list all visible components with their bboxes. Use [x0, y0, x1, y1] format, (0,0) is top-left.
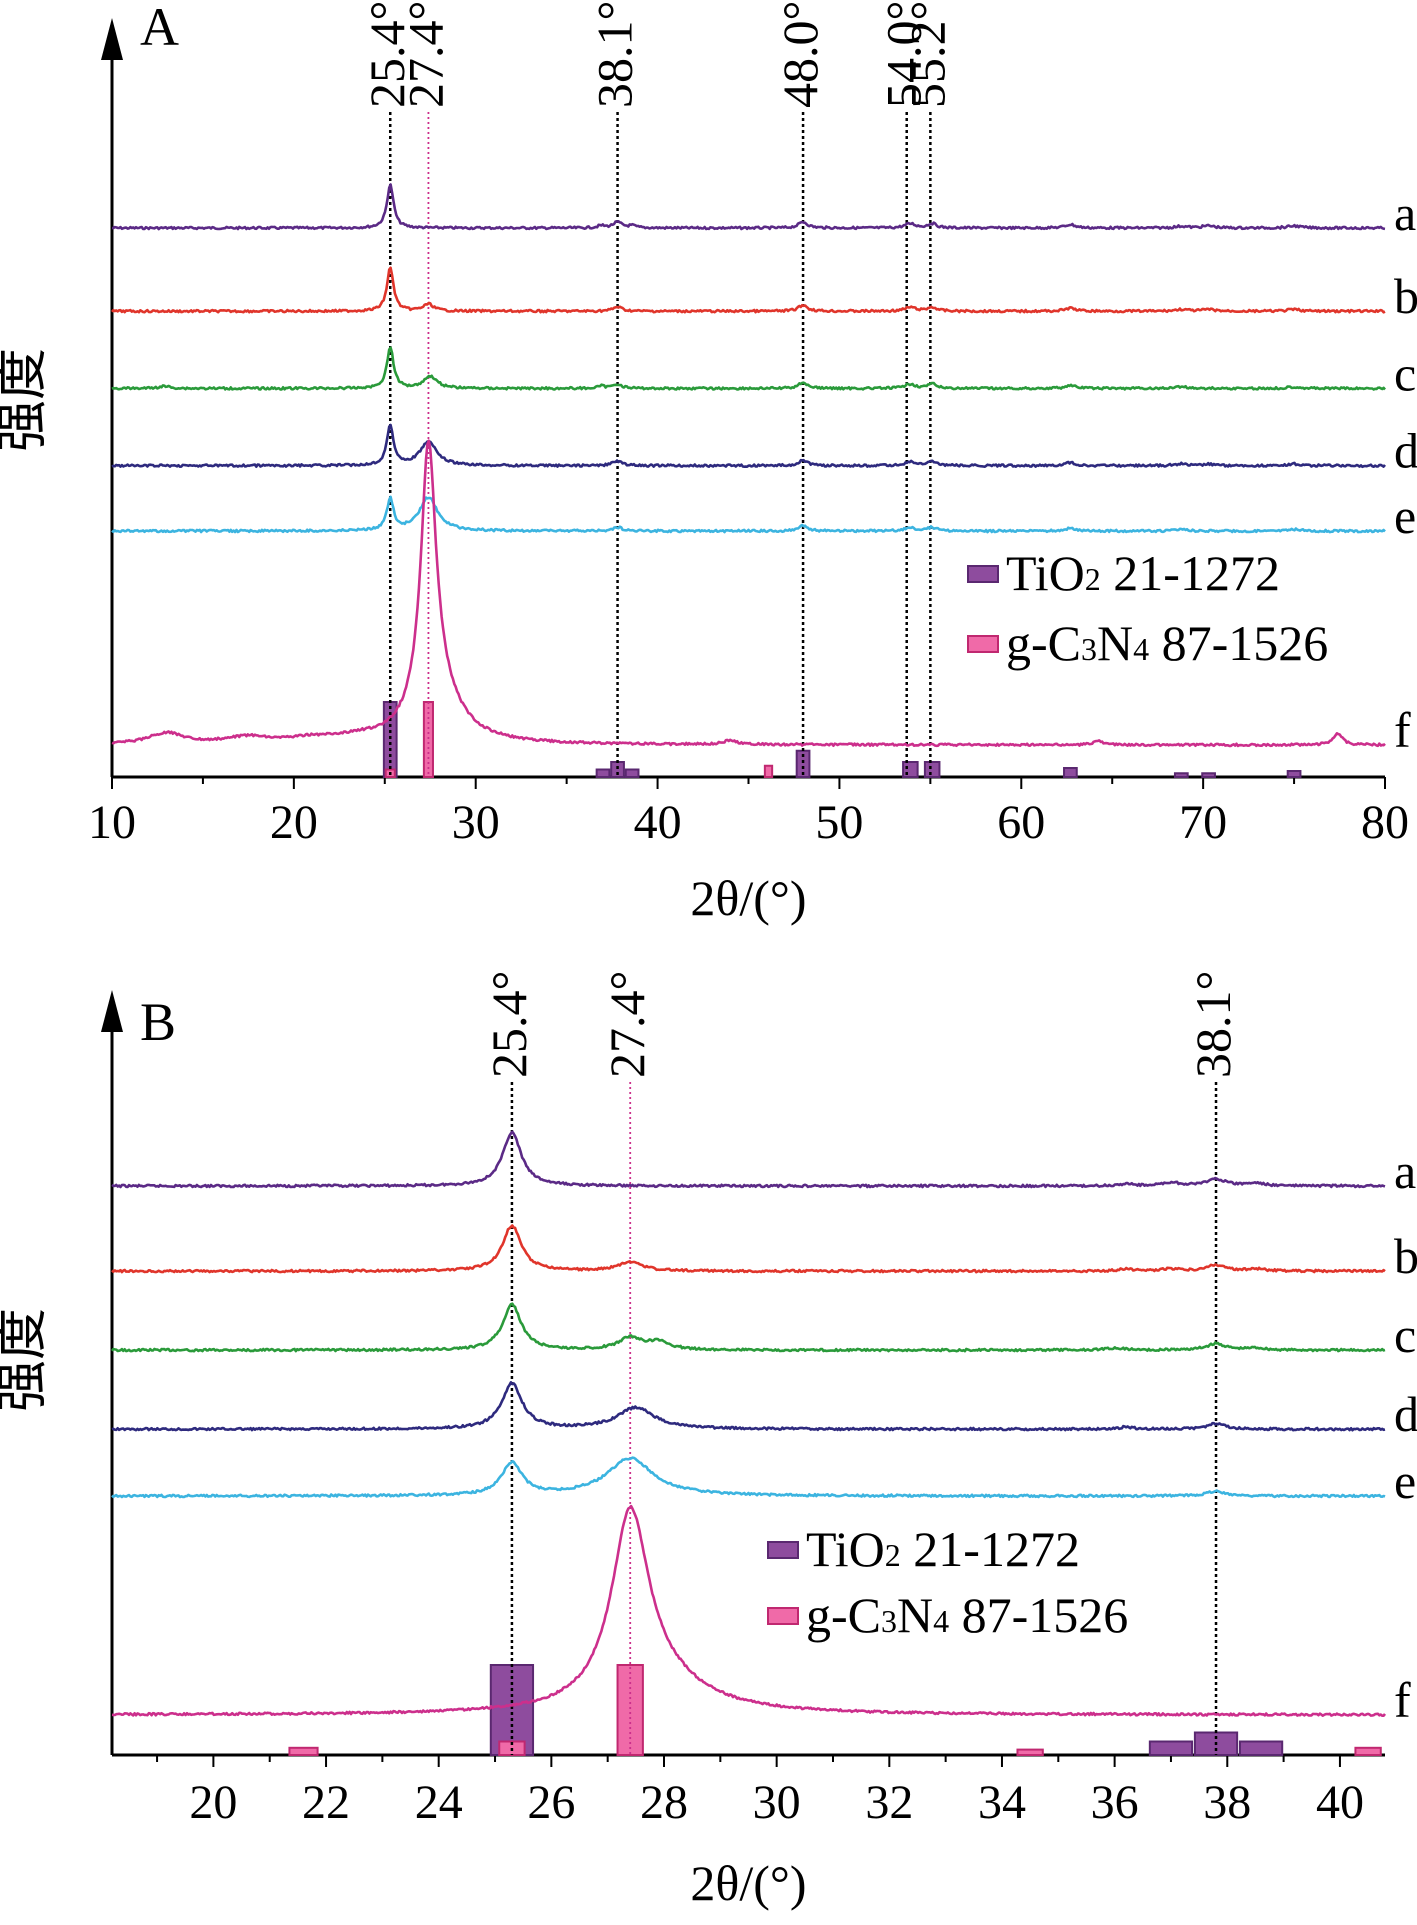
- x-tick-label: 32: [865, 1776, 913, 1829]
- series-b-line: [111, 1224, 1386, 1274]
- x-tick-label: 22: [302, 1776, 350, 1829]
- x-tick-label: 20: [189, 1776, 237, 1829]
- series-d-line: [111, 1381, 1386, 1432]
- ref-bar-gcn: [288, 1746, 319, 1757]
- series-c-line: [110, 1302, 1386, 1353]
- panel-label: B: [140, 992, 176, 1052]
- ref-bar-tio2: [595, 768, 611, 778]
- series-a-line: [111, 1130, 1386, 1189]
- legend-label-tio2: TiO2 21-1272: [1006, 545, 1280, 601]
- x-tick-label: 26: [527, 1776, 575, 1829]
- series-b-label: b: [1394, 268, 1417, 324]
- peak-label: 54.0°: [876, 1, 932, 109]
- x-tick-label: 24: [415, 1776, 463, 1829]
- series-d-label: d: [1394, 1386, 1417, 1442]
- series-b-line: [111, 266, 1386, 314]
- ref-bar-tio2: [624, 768, 640, 778]
- legend: TiO2 21-1272 g-C3N4 87-1526: [767, 1521, 1128, 1643]
- x-tick-label: 38: [1203, 1776, 1251, 1829]
- ref-bar-tio2: [1238, 1740, 1284, 1756]
- series-e-label: e: [1394, 1453, 1416, 1509]
- legend-label-gcn: g-C3N4 87-1526: [1006, 615, 1328, 671]
- x-tick-label: 28: [640, 1776, 688, 1829]
- ref-bar-tio2: [1148, 1740, 1194, 1756]
- ref-bar-tio2: [902, 761, 919, 778]
- series-e-line: [111, 495, 1386, 534]
- legend-label-tio2: TiO2 21-1272: [806, 1521, 1080, 1577]
- x-tick-label: 20: [270, 796, 318, 849]
- x-tick-label: 10: [88, 796, 136, 849]
- ref-bar-tio2: [1173, 772, 1189, 778]
- x-tick-label: 60: [997, 796, 1045, 849]
- series-e-label: e: [1394, 488, 1416, 544]
- ref-bar-tio2: [1063, 767, 1078, 778]
- legend-label-gcn: g-C3N4 87-1526: [806, 1587, 1128, 1643]
- x-tick-label: 40: [634, 796, 682, 849]
- peak-label: 25.4°: [481, 971, 537, 1079]
- series-f-line: [111, 439, 1386, 748]
- x-axis-label: 2θ/(°): [690, 1855, 806, 1911]
- legend-swatch-tio2: [967, 565, 999, 583]
- panel-b: 20 22 24 26 28 30 32 34 36 38 40 2θ/(°) 强度 B 25.4° 27.4…: [0, 971, 1417, 1912]
- ref-bar-gcn: [763, 764, 774, 778]
- series-c-label: c: [1394, 345, 1416, 401]
- ref-bar-tio2: [1201, 772, 1216, 778]
- ref-bar-gcn: [616, 1664, 644, 1756]
- peak-label: 38.1°: [587, 1, 643, 109]
- series-b-label: b: [1394, 1228, 1417, 1284]
- peak-label: 25.4°: [359, 1, 415, 109]
- series-f-label: f: [1394, 1672, 1411, 1728]
- legend-swatch-gcn: [967, 635, 999, 653]
- x-tick-label: 80: [1361, 796, 1409, 849]
- series-a-label: a: [1394, 185, 1416, 241]
- series-f-line: [111, 1504, 1387, 1717]
- series-a-line: [111, 183, 1386, 231]
- ref-bar-tio2: [923, 761, 941, 778]
- x-tick-label: 40: [1316, 1776, 1364, 1829]
- series-e-line: [111, 1456, 1386, 1499]
- legend: TiO2 21-1272 g-C3N4 87-1526: [967, 545, 1328, 671]
- x-tick-label: 30: [753, 1776, 801, 1829]
- ref-bar-tio2: [1286, 770, 1302, 778]
- panel-a: 10 20 30 40 50 60 70 80 2θ/(°) 强度 A 25.4°27.4° 38.1°…: [0, 0, 1417, 926]
- panel-label: A: [140, 0, 179, 57]
- x-tick-label: 70: [1179, 796, 1227, 849]
- series-d-label: d: [1394, 423, 1417, 479]
- legend-swatch-tio2: [767, 1541, 799, 1559]
- peak-label: 38.1°: [1185, 971, 1241, 1079]
- series-c-line: [111, 346, 1386, 391]
- series-a-label: a: [1394, 1143, 1416, 1199]
- series-d-line: [111, 423, 1387, 469]
- peak-label: 55.2°: [899, 1, 955, 109]
- ref-bar-gcn: [1354, 1746, 1382, 1757]
- ref-bar-tio2: [489, 1664, 535, 1756]
- series-c-label: c: [1394, 1307, 1416, 1363]
- y-axis-label: 强度: [0, 348, 52, 452]
- series-f-label: f: [1394, 702, 1411, 758]
- x-tick-label: 50: [815, 796, 863, 849]
- peak-label: 27.4°: [599, 971, 655, 1079]
- y-axis-label: 强度: [0, 1308, 52, 1412]
- peak-label: 27.4°: [397, 1, 453, 109]
- peak-label: 48.0°: [772, 1, 828, 109]
- x-tick-label: 30: [452, 796, 500, 849]
- legend-swatch-gcn: [767, 1607, 799, 1625]
- x-tick-label: 36: [1091, 1776, 1139, 1829]
- y-axis-arrow: [101, 990, 123, 1032]
- y-axis-arrow: [101, 18, 123, 60]
- ref-bar-gcn: [1016, 1748, 1044, 1756]
- x-axis-label: 2θ/(°): [690, 870, 806, 926]
- x-tick-label: 34: [978, 1776, 1026, 1829]
